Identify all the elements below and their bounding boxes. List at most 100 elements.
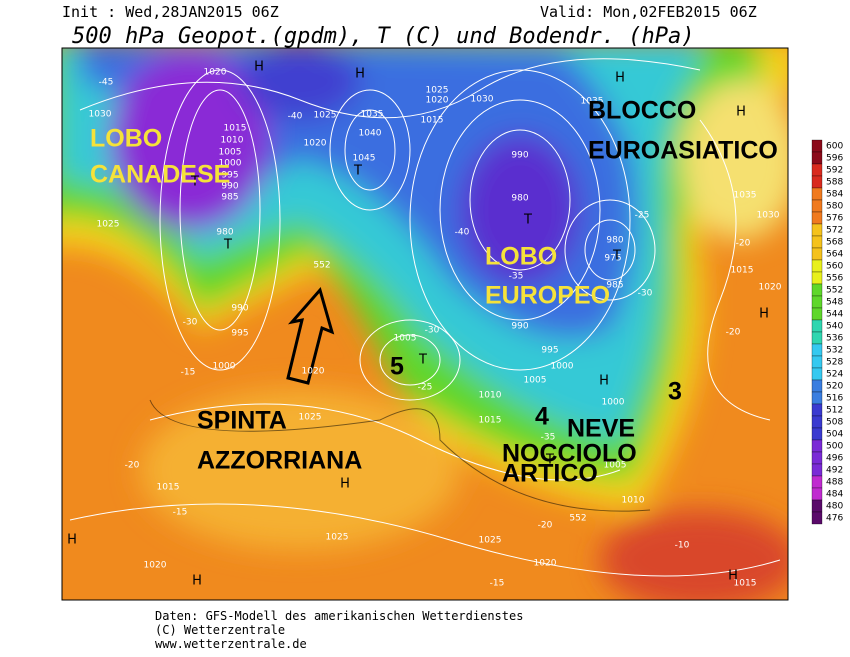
colorbar-swatch <box>811 187 823 201</box>
contour-label: 1025 <box>479 536 502 546</box>
contour-label: 1020 <box>144 561 167 571</box>
colorbar-label: 524 <box>826 370 843 380</box>
contour-label: 1010 <box>622 496 645 506</box>
contour-label: -10 <box>675 541 690 551</box>
contour-label: 1015 <box>421 116 444 126</box>
contour-label: 995 <box>221 171 238 181</box>
colorbar-label: 500 <box>826 442 843 452</box>
annotation: LOBO <box>485 243 557 271</box>
contour-label: 1015 <box>731 266 754 276</box>
colorbar-swatch <box>811 427 823 441</box>
contour-label: -30 <box>183 318 198 328</box>
colorbar-swatch <box>811 163 823 177</box>
map-field <box>62 48 788 600</box>
contour-label: 1000 <box>602 398 625 408</box>
footer-line: www.wetterzentrale.de <box>155 637 307 651</box>
contour-label: 1010 <box>221 136 244 146</box>
colorbar-swatch <box>811 403 823 417</box>
annotation: CANADESE <box>90 161 230 189</box>
colorbar-swatch <box>811 211 823 225</box>
annotation: LOBO <box>90 125 162 153</box>
contour-label: -20 <box>726 328 741 338</box>
contour-label: 1025 <box>97 220 120 230</box>
contour-label: 1020 <box>759 283 782 293</box>
contour-label: 1015 <box>479 416 502 426</box>
colorbar-swatch <box>811 223 823 237</box>
contour-label: 1005 <box>219 148 242 158</box>
colorbar-swatch <box>811 235 823 249</box>
contour-label: -30 <box>638 289 653 299</box>
contour-label: -15 <box>490 579 505 589</box>
colorbar-label: 592 <box>826 166 843 176</box>
colorbar-label: 544 <box>826 310 843 320</box>
colorbar-label: 540 <box>826 322 843 332</box>
contour-label: 985 <box>221 193 238 203</box>
colorbar-label: 556 <box>826 274 843 284</box>
colorbar-swatch <box>811 259 823 273</box>
pressure-center: H <box>599 374 609 389</box>
colorbar-label: 572 <box>826 226 843 236</box>
colorbar-label: 516 <box>826 394 843 404</box>
contour-label: 1020 <box>534 559 557 569</box>
contour-label: 1035 <box>734 191 757 201</box>
colorbar-label: 488 <box>826 478 843 488</box>
contour-label: -20 <box>538 521 553 531</box>
contour-label: 1000 <box>219 159 242 169</box>
contour-label: 1010 <box>479 391 502 401</box>
annotation: BLOCCO <box>588 97 696 125</box>
pressure-center: T <box>353 164 362 179</box>
colorbar-label: 568 <box>826 238 843 248</box>
annotation: EUROASIATICO <box>588 137 778 165</box>
contour-label: 1030 <box>471 95 494 105</box>
contour-label: 990 <box>511 322 528 332</box>
colorbar-label: 520 <box>826 382 843 392</box>
colorbar-label: 496 <box>826 454 843 464</box>
map-frame <box>61 47 789 601</box>
contour-label: 995 <box>231 329 248 339</box>
colorbar-swatch <box>811 199 823 213</box>
contour-label: -15 <box>181 368 196 378</box>
colorbar-swatch <box>811 319 823 333</box>
colorbar-swatch <box>811 295 823 309</box>
contour-label: 1030 <box>89 110 112 120</box>
colorbar-label: 600 <box>826 142 843 152</box>
contour-label: 1005 <box>524 376 547 386</box>
contour-label: 995 <box>541 346 558 356</box>
pressure-center: T <box>612 249 621 264</box>
colorbar-swatch <box>811 379 823 393</box>
contour-label: -25 <box>635 211 650 221</box>
colorbar-label: 504 <box>826 430 843 440</box>
colorbar-label: 512 <box>826 406 843 416</box>
contour-label: -40 <box>455 228 470 238</box>
contour-label: 1025 <box>314 111 337 121</box>
colorbar-swatch <box>811 475 823 489</box>
contour-label: 985 <box>606 281 623 291</box>
colorbar-swatch <box>811 175 823 189</box>
contour-label: 1045 <box>353 154 376 164</box>
pressure-center: H <box>67 533 77 548</box>
pressure-center: T <box>418 353 427 368</box>
colorbar-swatch <box>811 247 823 261</box>
pressure-center: H <box>736 105 746 120</box>
annotation: 4 <box>535 403 549 431</box>
annotation: ARTICO <box>502 460 598 488</box>
colorbar-label: 596 <box>826 154 843 164</box>
contour-label: 1035 <box>361 110 384 120</box>
contour-label: 990 <box>511 151 528 161</box>
init-time: Init : Wed,28JAN2015 06Z <box>62 3 279 21</box>
contour-label: 1000 <box>551 362 574 372</box>
pressure-center: H <box>192 574 202 589</box>
contour-label: -25 <box>418 383 433 393</box>
colorbar-swatch <box>811 283 823 297</box>
colorbar-label: 528 <box>826 358 843 368</box>
footer-line: (C) Wetterzentrale <box>155 623 285 637</box>
annotation: 5 <box>390 353 404 381</box>
contour-label: -15 <box>173 508 188 518</box>
colorbar-swatch <box>811 139 823 153</box>
colorbar-label: 552 <box>826 286 843 296</box>
colorbar-swatch <box>811 343 823 357</box>
colorbar-label: 532 <box>826 346 843 356</box>
pressure-center: T <box>190 175 199 190</box>
pressure-center: H <box>728 569 738 584</box>
colorbar-swatch <box>811 487 823 501</box>
